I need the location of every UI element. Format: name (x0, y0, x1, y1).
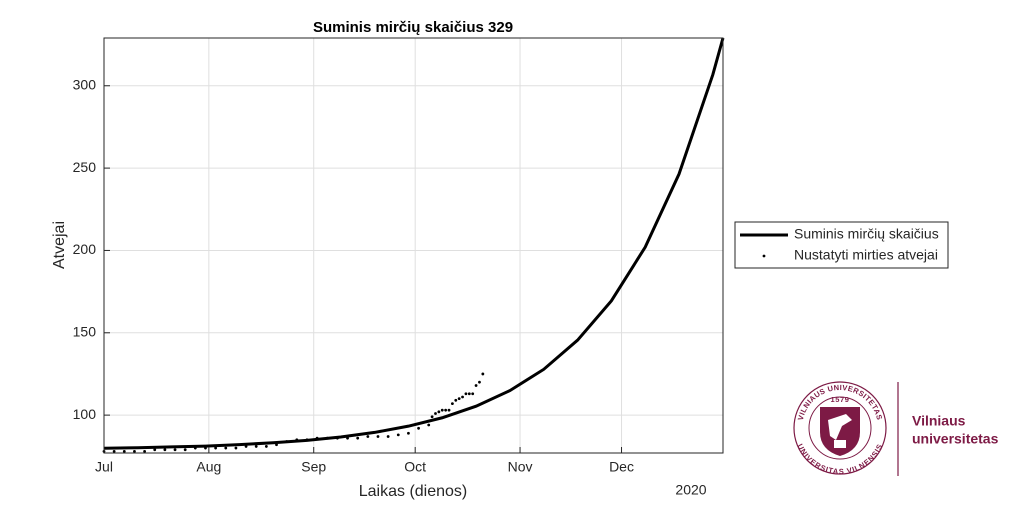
logo-rider (828, 414, 852, 440)
data-point (376, 435, 380, 438)
data (102, 37, 725, 453)
x-tick-label: Jul (95, 459, 113, 475)
data-point (183, 448, 187, 452)
axes-box (103, 37, 724, 454)
data-point (335, 436, 339, 440)
data-point (407, 431, 410, 435)
data-point (305, 438, 309, 442)
data-point (244, 445, 248, 448)
data-point (264, 445, 268, 448)
data-point (481, 372, 485, 376)
legend: Suminis mirčių skaičius Nustatyti mirties… (734, 221, 949, 269)
data-point (366, 435, 370, 438)
data-point (430, 415, 434, 419)
data-point (254, 445, 258, 448)
data-point (417, 426, 420, 430)
year-label: 2020 (675, 482, 706, 498)
x-tick-label: Oct (404, 459, 426, 475)
data-point (143, 449, 146, 453)
plot-area (104, 38, 723, 453)
data-point (464, 392, 468, 396)
data-point (386, 435, 390, 438)
data-point (224, 446, 228, 450)
x-tick-label: Sep (301, 459, 326, 475)
data-point (173, 448, 177, 452)
logo: VILNIAUS UNIVERSITETAS UNIVERSITAS VILNE… (793, 381, 999, 476)
chart-title: Suminis mirčių skaičius 329 (313, 19, 513, 36)
data-point (112, 449, 116, 453)
data-point (295, 438, 299, 442)
x-tick-label: Aug (196, 459, 221, 475)
data-point (447, 408, 451, 412)
data-point (474, 384, 478, 387)
data-point (153, 448, 157, 452)
logo-ring (793, 381, 887, 475)
data-point (437, 410, 441, 414)
legend-label: Suminis mirčių skaičius (794, 226, 939, 242)
data-point (444, 408, 448, 412)
data-point (163, 448, 167, 452)
y-axis-label: Atvejai (51, 221, 68, 269)
data-point (234, 446, 238, 450)
data-point (275, 443, 278, 447)
y-tick-label: 150 (73, 323, 97, 339)
x-axis-label: Laikas (dienos) (359, 483, 468, 500)
data-point (478, 380, 481, 384)
data-point (427, 423, 431, 427)
data-point (461, 395, 464, 399)
data-point (133, 449, 136, 453)
data-point (457, 397, 461, 401)
data-point (214, 446, 218, 450)
line (103, 37, 725, 450)
logo-name-1: Vilniaus (912, 413, 966, 429)
y-tick-label: 200 (73, 241, 97, 257)
data-point (122, 449, 126, 453)
y-tick-label: 250 (73, 159, 97, 175)
data-point (440, 408, 444, 412)
legend-box (734, 221, 949, 269)
data-point (450, 402, 454, 405)
data-point (285, 440, 289, 443)
logo-year: 1579 (830, 395, 849, 404)
data-point (396, 433, 400, 437)
data-point (471, 392, 475, 396)
legend-marker (762, 254, 766, 258)
data-point (315, 436, 319, 440)
y-tick-label: 100 (73, 406, 97, 422)
data-point (454, 398, 458, 402)
data-point (356, 436, 360, 440)
logo-book (834, 440, 846, 448)
y-tick-label: 300 (73, 76, 97, 92)
data-point (346, 436, 349, 440)
x-tick-label: Nov (508, 459, 533, 475)
logo-shield (820, 407, 860, 456)
legend-label: Nustatyti mirties atvejai (794, 247, 938, 263)
logo-inner-ring (808, 396, 872, 460)
data-point (434, 412, 437, 415)
data-point (467, 392, 471, 396)
data-point (193, 446, 197, 450)
logo-name-2: universitetas (912, 431, 999, 447)
data-point (325, 436, 329, 440)
data-point (204, 446, 207, 450)
x-tick-label: Dec (609, 459, 634, 475)
